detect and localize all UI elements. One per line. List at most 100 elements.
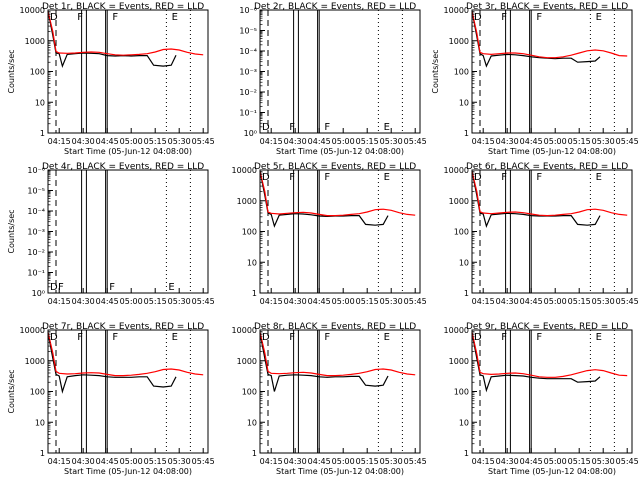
interval-marker: E <box>384 332 390 343</box>
y-tick-label: 100 <box>454 388 469 397</box>
x-tick-label: 04:45 <box>308 457 331 466</box>
x-tick-label: 04:30 <box>72 137 95 146</box>
series-line-events <box>471 171 601 228</box>
y-tick-label: 10000 <box>232 166 257 175</box>
x-tick-label: 04:15 <box>48 297 71 306</box>
x-tick-label: 04:30 <box>72 457 95 466</box>
y-tick-label: 10 <box>247 418 257 427</box>
x-tick-label: 05:15 <box>356 297 379 306</box>
y-tick-label: 1 <box>40 449 45 458</box>
y-tick-label: 10⁻³ <box>27 228 45 237</box>
y-tick-label: 1 <box>252 289 257 298</box>
y-tick-label: 10⁻¹ <box>239 109 257 118</box>
y-axis-label: Counts/sec <box>431 49 440 93</box>
y-tick-label: 100 <box>454 68 469 77</box>
y-tick-label: 1 <box>252 449 257 458</box>
panel-title: Det 7r, BLACK = Events, RED = LLD <box>42 322 204 332</box>
x-tick-label: 05:45 <box>192 297 215 306</box>
y-tick-label: 10⁻³ <box>239 68 257 77</box>
x-tick-label: 05:00 <box>120 297 143 306</box>
series-line-lld <box>471 171 628 217</box>
x-tick-label: 04:45 <box>520 297 543 306</box>
x-tick-label: 05:30 <box>168 137 191 146</box>
x-tick-label: 05:00 <box>544 457 567 466</box>
series-line-lld <box>47 11 204 56</box>
x-tick-label: 05:30 <box>168 297 191 306</box>
x-tick-label: 05:15 <box>144 457 167 466</box>
x-tick-label: 05:45 <box>404 137 427 146</box>
interval-marker: D <box>474 332 482 343</box>
y-axis-label: Counts/sec <box>7 49 16 93</box>
interval-marker: F <box>501 332 507 343</box>
x-tick-label: 05:00 <box>544 297 567 306</box>
x-tick-label: 05:30 <box>592 457 615 466</box>
y-tick-label: 10⁻¹ <box>27 269 45 278</box>
interval-marker: F <box>109 282 115 293</box>
x-tick-label: 04:15 <box>48 137 71 146</box>
y-tick-label: 1000 <box>449 197 469 206</box>
x-tick-label: 05:15 <box>356 137 379 146</box>
plot-frame <box>47 169 209 294</box>
x-tick-label: 04:45 <box>96 297 119 306</box>
plot-frame <box>259 169 421 294</box>
x-tick-label: 05:30 <box>592 137 615 146</box>
plot-frame <box>471 169 633 294</box>
x-tick-label: 05:45 <box>404 297 427 306</box>
y-tick-label: 10000 <box>444 326 469 335</box>
interval-marker: D <box>50 332 58 343</box>
y-tick-label: 1 <box>464 289 469 298</box>
x-axis-label: Start Time (05-Jun-12 04:08:00) <box>488 147 616 156</box>
y-tick-label: 10⁻² <box>239 88 257 97</box>
y-tick-label: 1000 <box>237 197 257 206</box>
y-tick-label: 10⁻⁴ <box>239 47 257 56</box>
x-tick-label: 05:45 <box>192 137 215 146</box>
y-tick-label: 10 <box>35 418 45 427</box>
y-tick-label: 1 <box>464 449 469 458</box>
x-tick-label: 05:00 <box>332 297 355 306</box>
interval-marker: D <box>262 172 270 183</box>
interval-marker: F <box>289 172 295 183</box>
interval-marker: F <box>501 12 507 23</box>
x-tick-label: 05:30 <box>380 137 403 146</box>
y-tick-label: 1000 <box>449 357 469 366</box>
y-tick-label: 10⁻⁵ <box>27 187 45 196</box>
y-tick-label: 100 <box>30 388 45 397</box>
x-tick-label: 04:45 <box>96 137 119 146</box>
interval-marker: D <box>50 12 58 23</box>
x-tick-label: 04:45 <box>308 137 331 146</box>
interval-marker: E <box>168 282 174 293</box>
interval-marker: F <box>324 332 330 343</box>
y-tick-label: 10 <box>459 258 469 267</box>
y-tick-label: 10 <box>459 98 469 107</box>
plot-frame <box>47 9 209 134</box>
y-tick-label: 10⁻⁶ <box>239 6 257 15</box>
interval-marker: E <box>384 122 390 133</box>
x-tick-label: 05:45 <box>404 457 427 466</box>
panel-title: Det 1r, BLACK = Events, RED = LLD <box>42 2 204 12</box>
interval-marker: F <box>536 172 542 183</box>
interval-marker: D <box>474 172 482 183</box>
interval-marker: F <box>289 122 295 133</box>
x-tick-label: 04:30 <box>496 457 519 466</box>
x-tick-label: 05:30 <box>592 297 615 306</box>
y-tick-label: 1000 <box>449 37 469 46</box>
interval-marker: F <box>324 172 330 183</box>
series-line-events <box>259 332 389 392</box>
panel-title: Det 4r, BLACK = Events, RED = LLD <box>42 162 204 172</box>
x-tick-label: 04:15 <box>48 457 71 466</box>
plot-frame <box>47 329 209 454</box>
y-tick-label: 10⁻⁶ <box>27 166 45 175</box>
y-tick-label: 10000 <box>444 6 469 15</box>
interval-marker: E <box>172 332 178 343</box>
interval-marker: F <box>324 122 330 133</box>
plot-frame <box>471 329 633 454</box>
x-tick-label: 04:45 <box>96 457 119 466</box>
interval-marker: F <box>501 172 507 183</box>
x-tick-label: 05:15 <box>144 137 167 146</box>
